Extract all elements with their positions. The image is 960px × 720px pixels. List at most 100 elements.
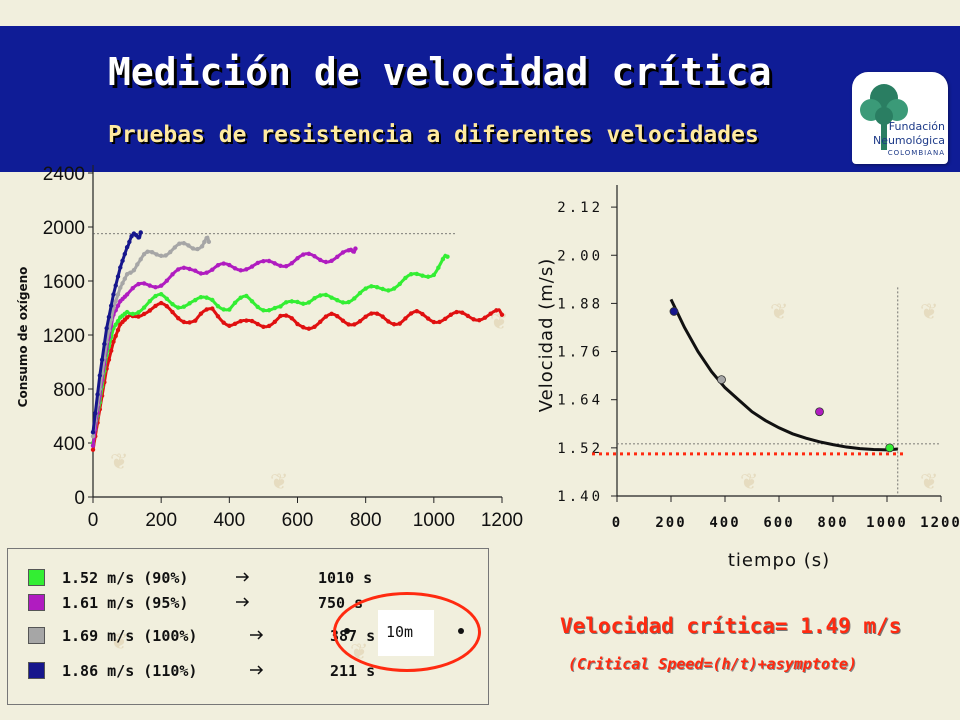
data-point xyxy=(99,357,105,362)
data-point xyxy=(408,272,414,277)
data-point xyxy=(499,312,505,317)
y-tick-label: 2.12 xyxy=(557,200,603,216)
data-point xyxy=(90,447,96,452)
data-point xyxy=(266,258,272,264)
data-point xyxy=(118,265,123,270)
data-point xyxy=(300,301,306,306)
y-axis-label: Velocidad (m/s) xyxy=(536,258,557,413)
title-banner xyxy=(0,26,960,172)
data-point xyxy=(425,274,431,279)
data-point xyxy=(158,253,164,259)
data-point xyxy=(227,323,232,329)
data-point xyxy=(190,246,196,251)
data-point xyxy=(181,265,187,271)
data-point xyxy=(227,262,232,268)
data-point xyxy=(306,326,312,331)
data-point xyxy=(106,314,112,320)
data-point xyxy=(136,235,141,240)
data-point xyxy=(445,254,450,259)
data-point xyxy=(153,293,158,299)
data-point xyxy=(221,261,226,266)
data-point xyxy=(215,314,221,319)
legend-box: 1.52 m/s (90%) 1010 s 1.61 m/s (95%) 750… xyxy=(7,548,489,705)
y-tick-label: 1.76 xyxy=(557,345,603,361)
y-tick-label: 0 xyxy=(74,488,85,509)
data-point xyxy=(306,251,312,257)
data-point xyxy=(391,322,397,327)
data-point xyxy=(238,318,243,324)
data-point xyxy=(202,239,207,245)
legend-swatch xyxy=(28,662,45,679)
data-point xyxy=(147,298,153,304)
data-point xyxy=(249,264,255,269)
data-point xyxy=(346,322,351,327)
data-point xyxy=(380,314,385,319)
data-point xyxy=(145,249,150,254)
data-point xyxy=(283,313,289,318)
legend-swatch xyxy=(28,627,45,644)
data-point xyxy=(176,316,181,321)
data-point xyxy=(477,317,482,323)
x-tick-label: 200 xyxy=(145,510,177,531)
data-point xyxy=(113,333,118,339)
y-tick-label: 1200 xyxy=(43,326,85,347)
data-point xyxy=(363,314,368,319)
data-point xyxy=(386,288,391,293)
data-point xyxy=(193,318,198,323)
data-point xyxy=(272,319,277,325)
data-point xyxy=(329,258,334,264)
data-point xyxy=(318,257,323,263)
data-point xyxy=(272,305,277,311)
foundation-logo: Fundación Neumológica COLOMBIANA xyxy=(852,72,948,164)
data-point xyxy=(323,314,329,319)
data-point xyxy=(195,246,200,252)
data-point xyxy=(289,299,295,304)
data-point xyxy=(318,293,323,298)
logo-line-3: COLOMBIANA xyxy=(887,149,945,157)
data-point xyxy=(266,323,272,329)
data-point xyxy=(136,281,141,287)
data-point xyxy=(204,270,209,275)
data-point xyxy=(266,308,272,313)
data-point xyxy=(136,314,141,319)
data-point xyxy=(353,246,358,251)
data-point xyxy=(261,324,266,329)
data-point xyxy=(210,297,215,303)
fit-curve xyxy=(669,298,898,452)
x-tick-label: 1000 xyxy=(866,515,908,531)
data-point xyxy=(278,313,283,319)
logo-line-2: Neumológica xyxy=(872,134,945,147)
data-point xyxy=(318,319,323,324)
data-point xyxy=(168,249,173,255)
x-tick-label: 1000 xyxy=(413,510,455,531)
logo-line-1: Fundación xyxy=(888,120,945,133)
x-tick-label: 800 xyxy=(350,510,382,531)
data-point xyxy=(113,322,118,327)
data-point xyxy=(669,307,679,316)
data-point xyxy=(170,301,175,307)
data-point xyxy=(113,283,118,288)
data-point xyxy=(113,299,118,304)
x-tick-label: 600 xyxy=(282,510,314,531)
data-point xyxy=(232,266,238,271)
data-point xyxy=(397,281,402,287)
arrow-right-icon xyxy=(250,665,264,675)
arrow-right-icon xyxy=(250,630,264,640)
data-point xyxy=(115,327,121,333)
data-point xyxy=(141,311,147,317)
data-point xyxy=(295,299,300,305)
data-point xyxy=(312,295,317,301)
data-point xyxy=(124,272,130,277)
legend-swatch xyxy=(28,594,45,611)
data-point xyxy=(244,318,249,323)
data-point xyxy=(885,443,895,453)
data-point xyxy=(104,326,109,331)
data-point xyxy=(403,316,408,321)
data-point xyxy=(329,295,334,300)
data-point xyxy=(176,305,181,310)
data-point xyxy=(815,407,824,417)
data-point xyxy=(295,256,300,261)
data-point xyxy=(170,272,175,277)
y-axis-label: Consumo de oxígeno xyxy=(16,267,30,408)
data-point xyxy=(340,318,346,323)
